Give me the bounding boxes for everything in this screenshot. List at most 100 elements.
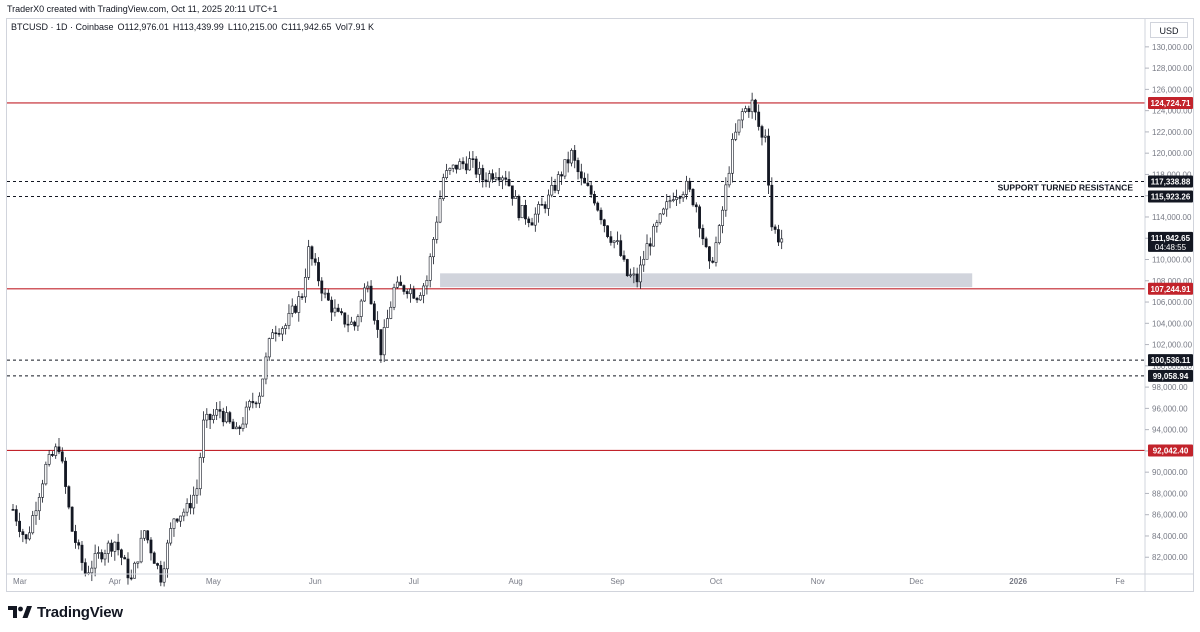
candle-body: [234, 426, 238, 430]
candle-body: [41, 483, 44, 498]
candle-body: [602, 219, 606, 227]
candle-body: [553, 184, 557, 191]
y-tick-label: 118,000.00: [1152, 170, 1192, 179]
candle-body: [310, 246, 314, 260]
brand[interactable]: TradingView: [8, 603, 123, 621]
level-price-tag-label: 99,058.94: [1153, 372, 1189, 381]
level-price-tag: [1148, 175, 1193, 188]
candle-body: [333, 307, 337, 313]
candle-body: [501, 177, 504, 181]
candle-body: [113, 541, 117, 552]
candle-body: [356, 316, 360, 327]
x-tick-label: Aug: [508, 577, 522, 586]
chart-credit: TraderX0 created with TradingView.com, O…: [7, 4, 278, 14]
candle-body: [152, 552, 156, 564]
candle-body: [487, 173, 491, 183]
symbol-name[interactable]: BTCUSD · 1D · Coinbase: [11, 22, 114, 32]
candle-body: [579, 171, 583, 179]
candle-body: [721, 209, 724, 226]
candle-body: [599, 209, 603, 221]
candle-body: [14, 509, 18, 522]
candle-body: [586, 182, 590, 186]
candle-body: [694, 204, 698, 208]
currency-button[interactable]: USD: [1150, 22, 1188, 38]
x-tick-label: Fe: [1115, 577, 1125, 586]
candle-body: [642, 258, 646, 266]
candle-body: [83, 562, 87, 575]
candle-body: [412, 288, 416, 299]
candle-body: [510, 185, 514, 199]
ohlc-close: C111,942.65: [281, 22, 332, 32]
candle-body: [570, 150, 573, 164]
candle-body: [763, 135, 767, 138]
candle-body: [24, 534, 28, 540]
candle-body: [740, 111, 744, 121]
candle-body: [349, 321, 353, 325]
candle-body: [336, 307, 340, 312]
candle-body: [770, 184, 774, 228]
candle-body: [409, 288, 412, 295]
candle-body: [576, 160, 580, 173]
candle-body: [60, 451, 64, 462]
candle-body: [277, 333, 281, 335]
x-tick-label: Jul: [409, 577, 419, 586]
candle-body: [156, 563, 159, 566]
demand-zone-group: [440, 273, 973, 288]
candle-body: [67, 486, 71, 508]
candle-body: [750, 99, 754, 113]
x-tick-label: Apr: [109, 577, 122, 586]
candle-body: [215, 409, 219, 416]
candle-body: [556, 174, 560, 191]
y-tick-label: 96,000.00: [1152, 404, 1188, 413]
candle-body: [402, 285, 406, 292]
candle-body: [658, 213, 662, 223]
candle-body: [757, 111, 761, 127]
candle-body: [31, 515, 35, 534]
countdown-label: 04:48:55: [1155, 243, 1187, 252]
candle-body: [399, 281, 403, 286]
candle-body: [448, 168, 452, 171]
candle-body: [652, 225, 655, 247]
axes-group: 82,000.00 84,000.00 86,000.00 88,000.00 90,0…: [7, 19, 1193, 591]
candle-body: [737, 119, 741, 133]
candle-body: [57, 446, 61, 453]
candle-body: [668, 200, 672, 203]
candle-body: [701, 228, 705, 240]
candle-body: [353, 321, 357, 327]
candle-body: [126, 558, 130, 579]
candle-body: [632, 273, 636, 276]
candle-body: [80, 544, 84, 563]
candle-body: [106, 542, 110, 554]
candle-body: [767, 135, 770, 186]
ohlc-high: H113,439.99: [172, 22, 224, 32]
candle-body: [616, 240, 619, 242]
candle-body: [238, 426, 242, 429]
x-tick-label: Dec: [909, 577, 923, 586]
candle-body: [264, 356, 268, 380]
candle-body: [612, 240, 616, 243]
candle-body: [760, 126, 764, 138]
candle-body: [123, 557, 127, 560]
candle-body: [221, 411, 225, 423]
brand-name: TradingView: [37, 603, 123, 621]
candle-body: [464, 163, 468, 171]
candle-body: [37, 497, 41, 512]
candle-body: [773, 226, 777, 230]
candle-body: [645, 243, 649, 260]
candle-body: [103, 553, 107, 560]
candle-body: [527, 218, 531, 223]
candle-body: [665, 201, 669, 210]
level-price-tag: [1148, 96, 1193, 109]
candle-body: [405, 291, 409, 295]
candle-body: [172, 518, 176, 529]
candle-body: [425, 280, 429, 287]
x-tick-label: May: [206, 577, 221, 586]
x-tick-label: 2026: [1009, 577, 1027, 586]
candle-body: [648, 243, 652, 247]
last-price-tag: [1148, 231, 1193, 252]
candle-body: [74, 531, 77, 543]
y-tick-label: 126,000.00: [1152, 85, 1193, 94]
candle-body: [300, 296, 304, 298]
candle-body: [415, 297, 419, 301]
